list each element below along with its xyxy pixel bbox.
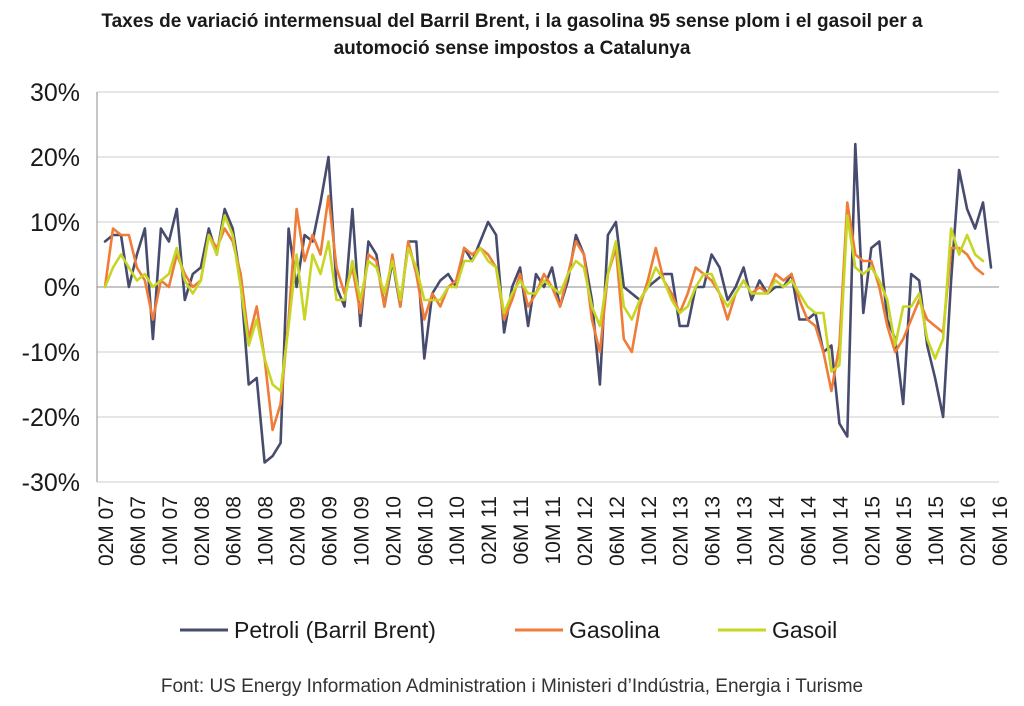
x-tick-label: 10M 15 <box>925 496 948 566</box>
x-tick-label: 10M 12 <box>638 496 661 566</box>
x-tick-label: 06M 10 <box>414 496 437 566</box>
x-tick-label: 02M 07 <box>95 496 118 566</box>
x-tick-label: 02M 08 <box>191 496 214 566</box>
x-tick-label: 10M 07 <box>159 496 182 566</box>
chart-title: Taxes de variació intermensual del Barri… <box>0 8 1024 62</box>
x-tick-label: 02M 10 <box>382 496 405 566</box>
x-tick-label: 02M 09 <box>287 496 310 566</box>
y-tick-label: 0% <box>44 274 80 302</box>
x-tick-label: 10M 14 <box>829 496 852 566</box>
series-line-gasoil <box>103 214 985 393</box>
legend-label-petroli: Petroli (Barril Brent) <box>234 617 436 643</box>
series-line-petroli <box>103 142 993 464</box>
x-tick-label: 06M 15 <box>893 496 916 566</box>
y-tick-label: 10% <box>30 209 80 237</box>
x-tick-label: 06M 12 <box>606 496 629 566</box>
x-tick-label: 02M 12 <box>574 496 597 566</box>
x-tick-label: 10M 11 <box>542 496 565 565</box>
y-tick-label: 30% <box>30 79 80 107</box>
y-tick-label: -20% <box>22 404 80 432</box>
x-tick-label: 10M 13 <box>734 496 757 566</box>
x-tick-label: 06M 11 <box>510 496 533 565</box>
x-tick-label: 02M 13 <box>670 496 693 566</box>
x-tick-label: 02M 15 <box>861 496 884 566</box>
source-note: Font: US Energy Information Administrati… <box>160 676 864 697</box>
y-tick-label: -30% <box>22 469 80 497</box>
x-tick-label: 06M 14 <box>797 496 820 566</box>
chart-title-line-1: Taxes de variació intermensual del Barri… <box>101 11 923 32</box>
x-tick-label: 06M 07 <box>127 496 150 566</box>
x-tick-label: 10M 09 <box>350 496 373 566</box>
y-tick-label: -10% <box>22 339 80 367</box>
y-tick-label: 20% <box>30 144 80 172</box>
x-tick-label: 06M 09 <box>319 496 342 566</box>
x-tick-label: 06M 16 <box>989 496 1012 566</box>
x-tick-label: 02M 16 <box>957 496 980 566</box>
x-tick-label: 06M 13 <box>702 496 725 566</box>
x-tick-label: 02M 14 <box>766 496 789 566</box>
legend-label-gasoil: Gasoil <box>772 617 837 643</box>
x-tick-label: 10M 10 <box>446 496 469 566</box>
x-tick-label: 10M 08 <box>255 496 278 566</box>
x-tick-label: 06M 08 <box>223 496 246 566</box>
chart-title-line-2: automoció sense impostos a Catalunya <box>333 38 691 59</box>
x-tick-label: 02M 11 <box>478 496 501 565</box>
legend-label-gasolina: Gasolina <box>569 617 660 643</box>
series-line-gasolina <box>103 194 985 432</box>
